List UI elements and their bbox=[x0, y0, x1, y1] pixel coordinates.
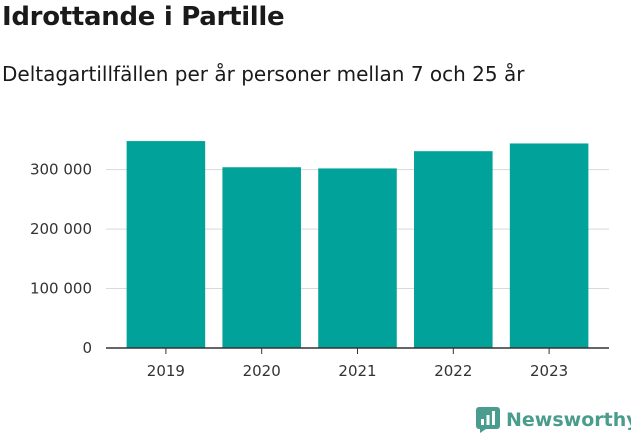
newsworthy-logo: Newsworthy bbox=[476, 407, 631, 433]
x-tick-label: 2023 bbox=[530, 362, 568, 380]
axes bbox=[106, 347, 609, 354]
tick-labels: 0 100 000 200 000 300 000 2019 2020 2021 2022 20… bbox=[30, 161, 568, 380]
x-tick-label: 2019 bbox=[147, 362, 185, 380]
bar bbox=[509, 143, 589, 348]
brand-name: Newsworthy bbox=[506, 409, 631, 431]
y-tick-label: 300 000 bbox=[30, 161, 92, 179]
x-tick-label: 2020 bbox=[243, 362, 281, 380]
x-tick-label: 2022 bbox=[434, 362, 472, 380]
y-tick-label: 200 000 bbox=[30, 220, 92, 238]
y-tick-label: 100 000 bbox=[30, 280, 92, 298]
bar bbox=[318, 168, 397, 348]
chart-subtitle: Deltagartillfällen per år personer mella… bbox=[2, 62, 525, 86]
bar bbox=[126, 141, 206, 348]
bar-chart: 0 100 000 200 000 300 000 2019 2020 2021 2022 20… bbox=[30, 141, 609, 380]
newsworthy-icon bbox=[476, 407, 500, 433]
bar bbox=[414, 151, 493, 348]
bars bbox=[126, 141, 589, 348]
chart-title: Idrottande i Partille bbox=[2, 2, 285, 32]
y-tick-label: 0 bbox=[82, 339, 92, 357]
bar bbox=[222, 167, 301, 348]
x-tick-label: 2021 bbox=[338, 362, 376, 380]
